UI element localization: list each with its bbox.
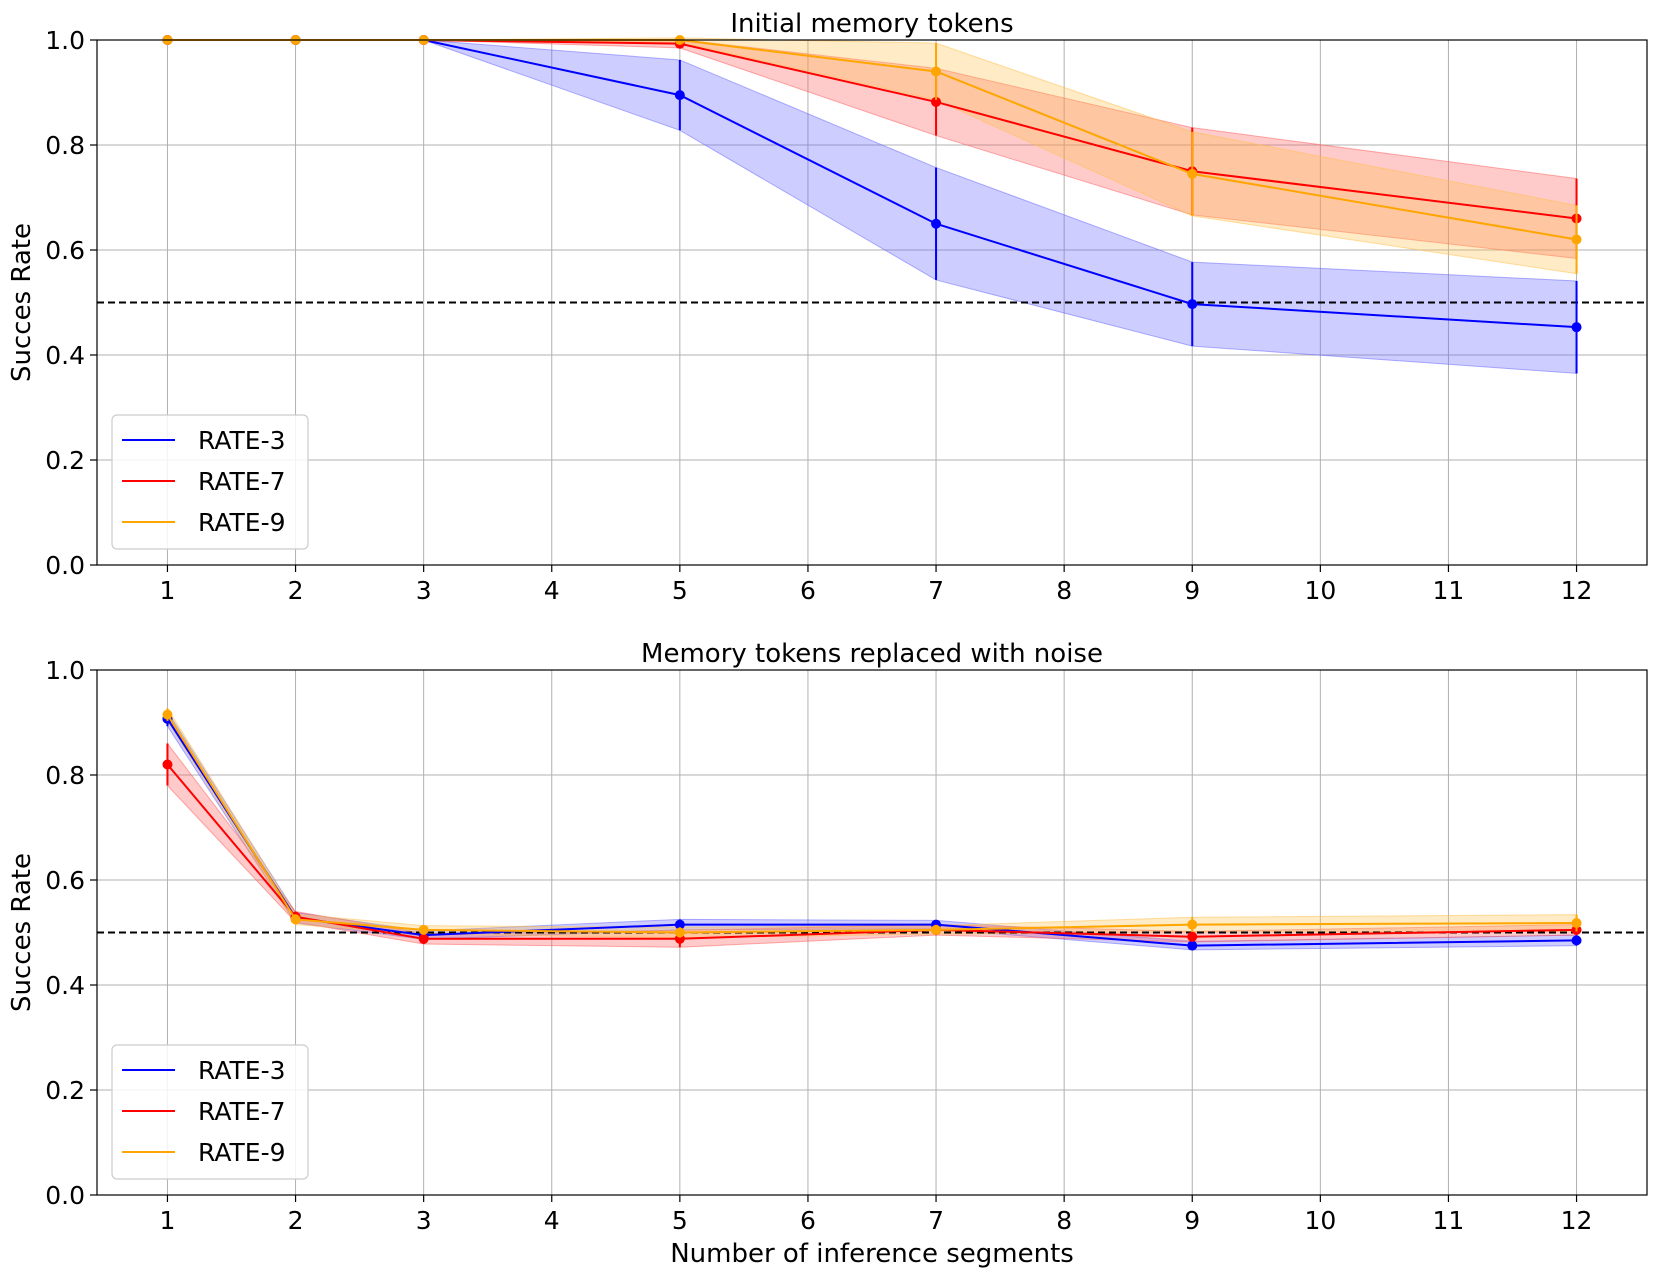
legend-label-rate-7: RATE-7 <box>198 1097 286 1126</box>
x-tick-label: 1 <box>160 1206 176 1235</box>
x-tick-label: 11 <box>1433 1206 1465 1235</box>
x-tick-label: 8 <box>1056 576 1072 605</box>
chart-title: Initial memory tokens <box>730 9 1013 39</box>
series-line-rate-7 <box>166 763 1577 940</box>
x-tick-label: 3 <box>416 1206 432 1235</box>
legend-box <box>111 1044 309 1180</box>
y-tick-label: 0.8 <box>45 761 85 790</box>
y-tick-label: 0.2 <box>45 1076 85 1105</box>
y-tick-label: 1.0 <box>45 656 85 685</box>
data-point-rate-7 <box>418 933 429 944</box>
x-tick-label: 12 <box>1561 576 1593 605</box>
chart-panel-2: 1 2 3 4 5 6 7 8 9 10 11 120.00.20.40.60.81.0Memory … <box>7 639 1648 1269</box>
data-point-rate-9 <box>931 924 942 935</box>
x-tick-label: 4 <box>544 576 560 605</box>
data-point-rate-9 <box>931 66 942 77</box>
x-tick-label: 2 <box>288 1206 304 1235</box>
x-axis-label: Number of inference segments <box>670 1239 1074 1269</box>
x-tick-label: 2 <box>288 576 304 605</box>
x-tick-label: 1 <box>160 576 176 605</box>
x-tick-label: 4 <box>544 1206 560 1235</box>
y-tick-label: 1.0 <box>45 26 85 55</box>
data-point-rate-3 <box>1187 299 1198 310</box>
x-tick-label: 10 <box>1304 576 1336 605</box>
data-point-rate-9 <box>162 709 173 720</box>
x-tick-label: 10 <box>1304 1206 1336 1235</box>
x-tick-label: 9 <box>1184 1206 1200 1235</box>
data-point-rate-9 <box>1187 919 1198 930</box>
legend-box <box>111 414 309 550</box>
data-point-rate-3 <box>1187 940 1198 951</box>
confidence-band-rate-9 <box>166 706 1578 939</box>
x-tick-label: 3 <box>416 576 432 605</box>
data-point-rate-9 <box>674 927 685 938</box>
data-point-rate-9 <box>1187 168 1198 179</box>
data-point-rate-7 <box>931 96 942 107</box>
data-point-rate-3 <box>931 218 942 229</box>
data-point-rate-3 <box>1571 322 1582 333</box>
y-tick-label: 0.6 <box>45 236 85 265</box>
x-tick-label: 7 <box>928 576 944 605</box>
confidence-band-rate-3 <box>166 709 1578 951</box>
x-tick-label: 12 <box>1561 1206 1593 1235</box>
x-tick-label: 7 <box>928 1206 944 1235</box>
y-tick-label: 0.6 <box>45 866 85 895</box>
x-tick-label: 9 <box>1184 576 1200 605</box>
y-axis-label: Succes Rate <box>7 853 37 1012</box>
data-point-rate-7 <box>162 759 173 770</box>
legend: RATE-3 RATE-7 RATE-9 <box>111 414 309 550</box>
series-line-rate-9 <box>166 714 1577 934</box>
chart-title: Memory tokens replaced with noise <box>641 639 1103 669</box>
data-point-rate-7 <box>1187 931 1198 942</box>
chart-panel-1: 1 2 3 4 5 6 7 8 9 10 11 120.00.20.40.60.81.0Initial… <box>7 9 1648 605</box>
legend-label-rate-9: RATE-9 <box>198 508 286 537</box>
x-tick-label: 6 <box>800 576 816 605</box>
y-tick-label: 0.0 <box>45 1181 85 1210</box>
x-tick-label: 5 <box>672 1206 688 1235</box>
legend-label-rate-7: RATE-7 <box>198 467 286 496</box>
axes-frame <box>96 669 1648 1196</box>
x-tick-label: 6 <box>800 1206 816 1235</box>
y-tick-label: 0.4 <box>45 341 85 370</box>
data-point-rate-9 <box>290 914 301 925</box>
data-point-rate-9 <box>418 924 429 935</box>
x-tick-label: 8 <box>1056 1206 1072 1235</box>
y-tick-label: 0.0 <box>45 551 85 580</box>
y-tick-label: 0.8 <box>45 131 85 160</box>
data-point-rate-3 <box>674 90 685 101</box>
data-point-rate-9 <box>1571 234 1582 245</box>
y-tick-label: 0.4 <box>45 971 85 1000</box>
data-point-rate-9 <box>1571 918 1582 929</box>
axes-frame <box>96 39 1648 566</box>
x-tick-label: 5 <box>672 576 688 605</box>
y-tick-label: 0.2 <box>45 446 85 475</box>
series-line-rate-3 <box>166 718 1577 947</box>
legend-label-rate-3: RATE-3 <box>198 426 286 455</box>
x-tick-label: 11 <box>1433 576 1465 605</box>
legend-label-rate-9: RATE-9 <box>198 1138 286 1167</box>
legend-label-rate-3: RATE-3 <box>198 1056 286 1085</box>
data-point-rate-3 <box>1571 935 1582 946</box>
y-axis-label: Succes Rate <box>7 223 37 382</box>
data-point-rate-3 <box>674 919 685 930</box>
legend: RATE-3 RATE-7 RATE-9 <box>111 1044 309 1180</box>
